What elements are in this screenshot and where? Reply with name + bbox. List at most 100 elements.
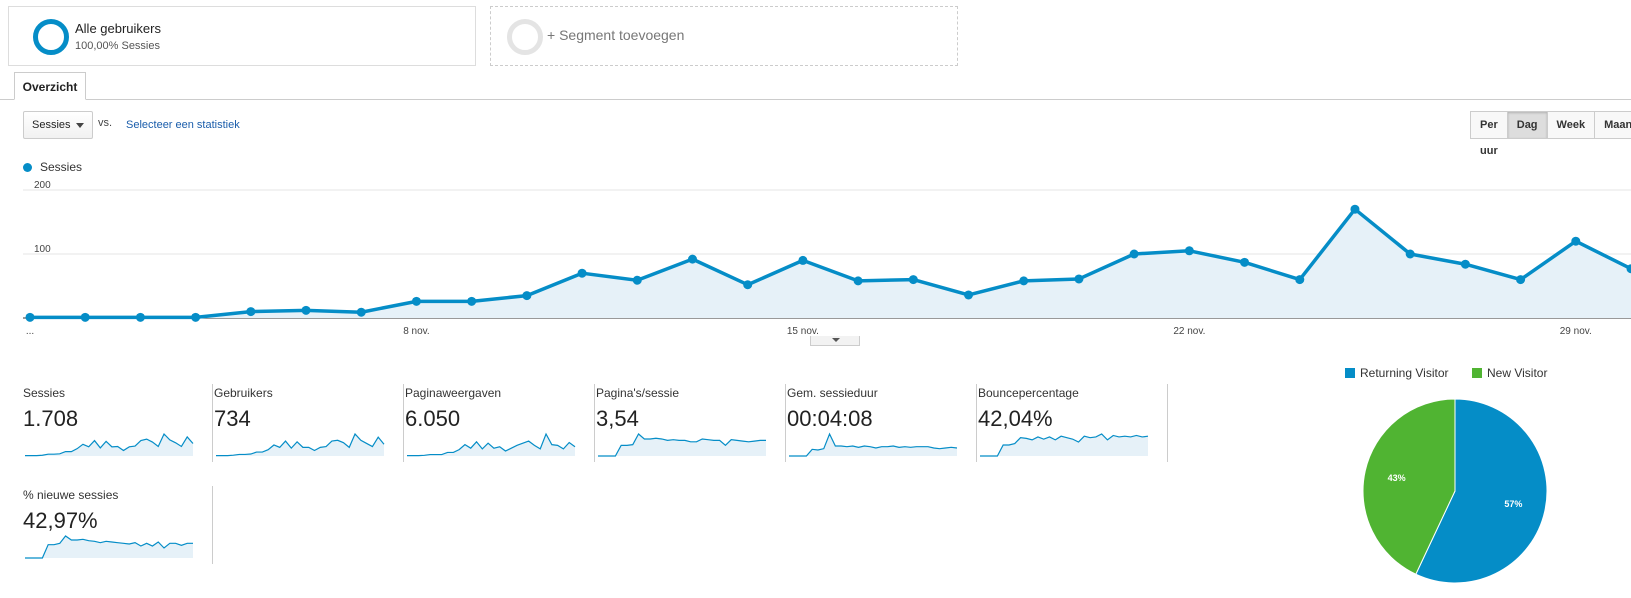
tab-overzicht[interactable]: Overzicht	[14, 72, 86, 100]
data-point[interactable]	[632, 275, 642, 285]
pie-legend-new: New Visitor	[1472, 366, 1547, 380]
x-tick-label: 29 nov.	[1560, 326, 1592, 337]
sparkline-area	[407, 434, 575, 456]
sessions-line	[30, 207, 1631, 320]
pie-legend-label: Returning Visitor	[1360, 366, 1449, 380]
data-point[interactable]	[246, 307, 256, 317]
metric-4[interactable]: Gem. sessieduur 00:04:08	[787, 384, 977, 462]
metric-select[interactable]: Sessies	[23, 111, 93, 139]
segment-title: Alle gebruikers	[75, 21, 161, 36]
data-point[interactable]	[1626, 264, 1631, 274]
sparkline-area	[25, 434, 193, 456]
chart-expand-handle[interactable]	[810, 336, 860, 346]
data-point[interactable]	[467, 296, 477, 306]
sparkline-line	[25, 432, 194, 457]
data-point[interactable]	[191, 312, 201, 322]
expand-triangle-icon	[832, 338, 840, 342]
metric-label: % nieuwe sessies	[23, 488, 119, 502]
sessions-area-fill	[30, 209, 1631, 318]
data-point[interactable]	[853, 276, 863, 286]
sparkline-line	[980, 433, 1149, 457]
select-metric-link[interactable]: Selecteer een statistiek	[126, 119, 240, 131]
metric-value: 42,97%	[23, 508, 98, 533]
data-point[interactable]	[1295, 275, 1305, 285]
metric-3[interactable]: Pagina's/sessie 3,54	[596, 384, 786, 462]
metric-value: 1.708	[23, 406, 79, 431]
data-point[interactable]	[908, 275, 918, 285]
segment-card-all-users[interactable]: Alle gebruikers 100,00% Sessies	[8, 6, 476, 66]
data-point[interactable]	[798, 255, 808, 265]
data-point[interactable]	[577, 268, 587, 278]
data-point[interactable]	[356, 307, 366, 317]
metric-2[interactable]: Paginaweergaven 6.050	[405, 384, 595, 462]
metric-value: 6.050	[405, 406, 461, 431]
data-point[interactable]	[687, 254, 697, 264]
metric-label: Pagina's/sessie	[596, 386, 680, 400]
data-point[interactable]	[411, 296, 421, 306]
data-point[interactable]	[1460, 259, 1470, 269]
metric-label: Gebruikers	[214, 386, 273, 400]
data-point[interactable]	[301, 305, 311, 315]
data-point[interactable]	[964, 290, 974, 300]
data-point[interactable]	[1184, 246, 1194, 256]
sparkline-line	[216, 432, 385, 457]
per-hour-button[interactable]: Per uur	[1470, 111, 1508, 157]
metric-sparkline	[25, 535, 193, 559]
data-point[interactable]	[1571, 236, 1581, 246]
metric-sparkline	[216, 432, 385, 457]
metric-0[interactable]: Sessies 1.708	[23, 384, 213, 462]
metric-label: Sessies	[23, 386, 66, 400]
y-tick-label: 200	[34, 180, 51, 191]
metric-label: Paginaweergaven	[405, 386, 502, 400]
data-point[interactable]	[1019, 276, 1029, 286]
add-segment-ring-icon	[507, 19, 543, 55]
data-point[interactable]	[522, 291, 532, 301]
metric-sparkline	[789, 432, 958, 457]
new-swatch-icon	[1472, 368, 1482, 378]
sparkline-line	[598, 433, 766, 457]
data-point[interactable]	[1240, 257, 1250, 267]
data-point[interactable]	[1350, 204, 1360, 214]
data-point[interactable]	[743, 280, 753, 290]
sparkline-line	[25, 535, 193, 559]
data-point[interactable]	[135, 312, 145, 322]
data-point[interactable]	[80, 312, 90, 322]
metric-label: Gem. sessieduur	[787, 386, 878, 400]
segment-subtitle: 100,00% Sessies	[75, 40, 160, 52]
metric-value: 00:04:08	[787, 406, 873, 431]
add-segment-label: + Segment toevoegen	[547, 27, 685, 43]
data-point[interactable]	[1074, 274, 1084, 284]
visitor-type-pie-chart: 57% 43%	[1362, 398, 1548, 584]
metric-6[interactable]: % nieuwe sessies 42,97%	[23, 486, 213, 564]
sparkline-area	[980, 434, 1148, 456]
pie-legend-label: New Visitor	[1487, 366, 1548, 380]
week-button[interactable]: Week	[1546, 111, 1596, 139]
pie-slice-new[interactable]	[1362, 398, 1456, 575]
metric-value: 42,04%	[978, 406, 1053, 431]
chart-legend: Sessies	[23, 160, 82, 174]
sparkline-line	[407, 432, 576, 457]
metric-1[interactable]: Gebruikers 734	[214, 384, 404, 462]
x-tick-label: 22 nov.	[1173, 326, 1205, 337]
add-segment-card[interactable]: + Segment toevoegen	[490, 6, 958, 66]
tab-divider	[0, 99, 1631, 100]
pie-slice-label: 43%	[1388, 473, 1406, 483]
granularity-toggle: Per uur Dag Week Maand	[1470, 111, 1631, 157]
legend-series-label: Sessies	[40, 160, 83, 174]
sparkline-area	[789, 434, 957, 456]
pie-slice-returning[interactable]	[1415, 398, 1548, 584]
day-button[interactable]: Dag	[1506, 111, 1548, 139]
x-tick-label: 8 nov.	[403, 326, 430, 337]
metric-sparkline	[980, 433, 1149, 457]
metric-5[interactable]: Bouncepercentage 42,04%	[978, 384, 1168, 462]
metric-value: 734	[214, 406, 251, 431]
vs-label: vs.	[98, 117, 113, 129]
month-button[interactable]: Maand	[1594, 111, 1631, 139]
chevron-down-icon	[76, 123, 84, 128]
data-point[interactable]	[1516, 275, 1526, 285]
metric-label: Bouncepercentage	[978, 386, 1079, 400]
metric-sparkline	[407, 432, 576, 457]
data-point[interactable]	[25, 312, 35, 322]
data-point[interactable]	[1129, 249, 1139, 259]
data-point[interactable]	[1405, 249, 1415, 259]
